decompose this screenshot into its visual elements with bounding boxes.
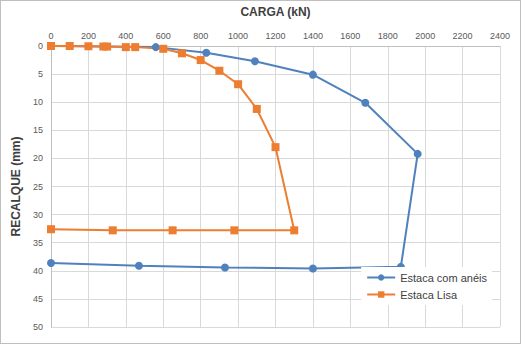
svg-text:40: 40 [33, 266, 43, 276]
svg-text:45: 45 [33, 294, 43, 304]
svg-text:800: 800 [193, 31, 208, 41]
svg-text:20: 20 [33, 153, 43, 163]
svg-text:Estaca com anéis: Estaca com anéis [400, 272, 487, 284]
svg-text:25: 25 [33, 182, 43, 192]
svg-text:1200: 1200 [265, 31, 285, 41]
svg-text:2200: 2200 [453, 31, 473, 41]
svg-text:Estaca Lisa: Estaca Lisa [400, 289, 458, 301]
svg-text:200: 200 [81, 31, 96, 41]
svg-text:35: 35 [33, 238, 43, 248]
svg-text:0: 0 [38, 41, 43, 51]
svg-text:5: 5 [38, 69, 43, 79]
svg-text:400: 400 [118, 31, 133, 41]
svg-text:0: 0 [48, 31, 53, 41]
svg-text:2000: 2000 [415, 31, 435, 41]
svg-text:CARGA (kN): CARGA (kN) [240, 5, 310, 19]
svg-text:1600: 1600 [340, 31, 360, 41]
svg-text:2400: 2400 [490, 31, 510, 41]
svg-text:1800: 1800 [378, 31, 398, 41]
svg-text:30: 30 [33, 210, 43, 220]
svg-text:1400: 1400 [303, 31, 323, 41]
svg-text:RECALQUE (mm): RECALQUE (mm) [9, 136, 23, 236]
svg-text:10: 10 [33, 97, 43, 107]
svg-text:50: 50 [33, 322, 43, 332]
svg-text:15: 15 [33, 125, 43, 135]
svg-text:600: 600 [156, 31, 171, 41]
svg-text:1000: 1000 [228, 31, 248, 41]
